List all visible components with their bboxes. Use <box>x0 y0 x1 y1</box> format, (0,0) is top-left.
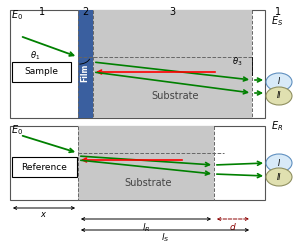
Ellipse shape <box>266 87 292 105</box>
Text: Film: Film <box>80 64 89 82</box>
Bar <box>78 10 93 118</box>
Text: Sample: Sample <box>24 67 58 76</box>
Bar <box>10 10 265 118</box>
Text: 1: 1 <box>39 7 45 17</box>
Text: II: II <box>277 173 281 181</box>
Text: 2: 2 <box>82 7 88 17</box>
Text: $E_S$: $E_S$ <box>271 14 283 28</box>
Text: $E_0$: $E_0$ <box>11 123 23 137</box>
FancyBboxPatch shape <box>12 157 77 177</box>
Text: Reference: Reference <box>21 162 67 172</box>
Bar <box>10 126 265 200</box>
Text: $x$: $x$ <box>40 210 48 219</box>
Text: Substrate: Substrate <box>124 178 172 188</box>
Text: Substrate: Substrate <box>151 91 199 101</box>
Text: $l_R$: $l_R$ <box>142 221 150 234</box>
Ellipse shape <box>266 154 292 172</box>
Bar <box>93 10 252 118</box>
Text: 1: 1 <box>275 7 281 17</box>
Text: $E_R$: $E_R$ <box>271 119 283 133</box>
Text: $E_0$: $E_0$ <box>11 8 23 22</box>
Text: I: I <box>278 159 280 167</box>
Text: $\theta_3$: $\theta_3$ <box>232 55 242 68</box>
Ellipse shape <box>266 168 292 186</box>
Text: $d$: $d$ <box>229 221 237 232</box>
Bar <box>78 126 214 200</box>
Text: $\theta_1$: $\theta_1$ <box>30 50 40 62</box>
Ellipse shape <box>266 73 292 91</box>
Text: 3: 3 <box>169 7 175 17</box>
Text: II: II <box>277 92 281 100</box>
FancyBboxPatch shape <box>12 62 71 82</box>
Text: I: I <box>278 78 280 87</box>
Text: $l_S$: $l_S$ <box>161 232 169 241</box>
